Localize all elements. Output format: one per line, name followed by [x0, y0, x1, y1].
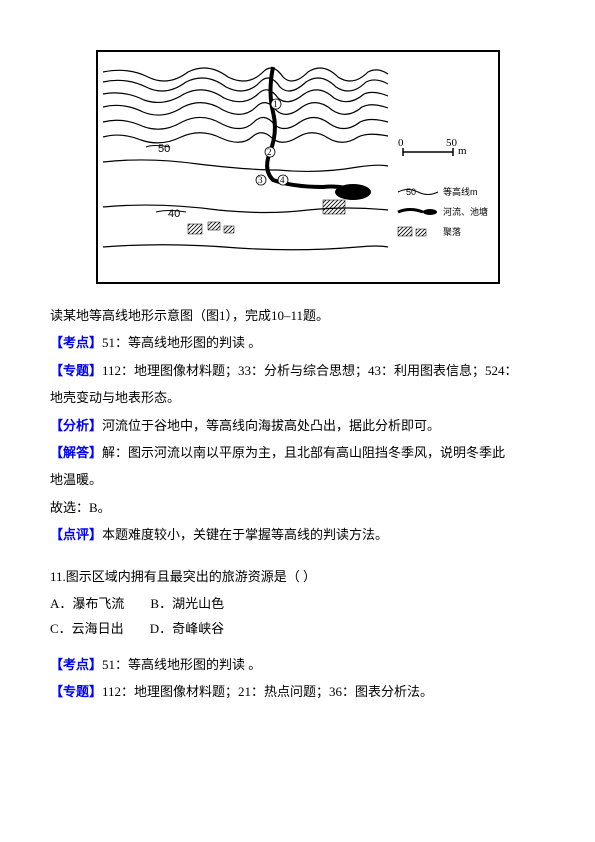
scale-bar: 0 50 m [398, 137, 467, 157]
svg-text:4: 4 [280, 175, 285, 185]
kaodian2-para: 【考点】51：等高线地形图的判读 。 [50, 653, 545, 676]
zhuanti-label: 【专题】 [50, 363, 102, 378]
zhuanti2-text: 112：地理图像材料题；21：热点问题；36：图表分析法。 [102, 684, 433, 699]
svg-text:50: 50 [406, 187, 416, 197]
dianping-text: 本题难度较小，关键在于掌握等高线的判读方法。 [102, 527, 388, 542]
zhuanti-text: 112：地理图像材料题；33：分析与综合思想；43：利用图表信息；524： [102, 363, 518, 378]
kaodian2-text: 51：等高线地形图的判读 。 [102, 657, 261, 672]
svg-text:2: 2 [267, 147, 272, 157]
jieda-para: 【解答】解：图示河流以南以平原为主，且北部有高山阻挡冬季风，说明冬季此 [50, 441, 545, 464]
jieda-text-3: 故选：B。 [50, 496, 545, 519]
map-legend: 50 等高线m 河流、池塘 聚落 [398, 186, 488, 237]
fenxi-text: 河流位于谷地中，等高线向海拔高处凸出，据此分析即可。 [102, 418, 440, 433]
jieda-text-2: 地温暖。 [50, 468, 545, 491]
svg-text:河流、池塘: 河流、池塘 [443, 206, 488, 217]
jieda-text: 解：图示河流以南以平原为主，且北部有高山阻挡冬季风，说明冬季此 [102, 445, 505, 460]
document-page: 50 40 1 2 3 4 0 50 m [0, 0, 595, 747]
settlement-marker [208, 222, 220, 230]
svg-text:0: 0 [398, 137, 404, 149]
svg-text:3: 3 [258, 175, 263, 185]
svg-text:等高线m: 等高线m [443, 186, 478, 197]
fenxi-label: 【分析】 [50, 418, 102, 433]
topographic-map: 50 40 1 2 3 4 0 50 m [96, 50, 500, 284]
settlement-marker [323, 200, 345, 214]
dianping-label: 【点评】 [50, 527, 102, 542]
zhuanti2-label: 【专题】 [50, 684, 102, 699]
svg-text:m: m [458, 145, 467, 157]
contour-label-50: 50 [158, 143, 170, 155]
jieda-label: 【解答】 [50, 445, 102, 460]
kaodian-para: 【考点】51：等高线地形图的判读 。 [50, 331, 545, 354]
dianping-para: 【点评】本题难度较小，关键在于掌握等高线的判读方法。 [50, 523, 545, 546]
zhuanti2-para: 【专题】112：地理图像材料题；21：热点问题；36：图表分析法。 [50, 680, 545, 703]
kaodian-label: 【考点】 [50, 335, 102, 350]
svg-text:50: 50 [446, 137, 458, 149]
pond [335, 184, 371, 200]
contour-label-40: 40 [168, 208, 180, 220]
map-svg: 50 40 1 2 3 4 0 50 m [98, 52, 498, 282]
option-a: A．瀑布飞流 B．湖光山色 [50, 592, 545, 615]
settlement-marker [188, 224, 202, 234]
kaodian2-label: 【考点】 [50, 657, 102, 672]
zhuanti-para: 【专题】112：地理图像材料题；33：分析与综合思想；43：利用图表信息；524… [50, 359, 545, 382]
kaodian-text: 51：等高线地形图的判读 。 [102, 335, 261, 350]
svg-text:聚落: 聚落 [443, 226, 461, 237]
fenxi-para: 【分析】河流位于谷地中，等高线向海拔高处凸出，据此分析即可。 [50, 414, 545, 437]
intro-text: 读某地等高线地形示意图（图1），完成10‒11题。 [50, 304, 545, 327]
option-c: C．云海日出 D．奇峰峡谷 [50, 617, 545, 640]
settlement-marker [224, 226, 234, 233]
zhuanti-para-2: 地壳变动与地表形态。 [50, 386, 545, 409]
svg-text:1: 1 [273, 99, 278, 109]
question-11: 11.图示区域内拥有且最突出的旅游资源是（ ） [50, 565, 545, 588]
